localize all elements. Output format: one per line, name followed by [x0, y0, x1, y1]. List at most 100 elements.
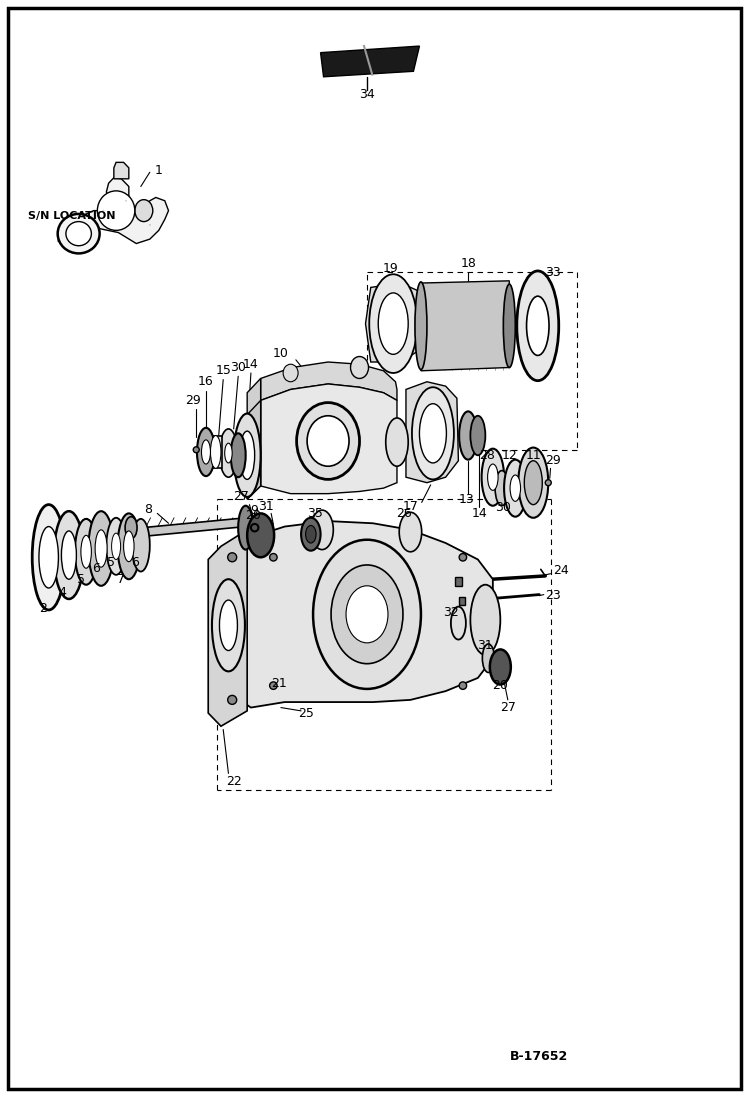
Ellipse shape [231, 433, 246, 477]
Ellipse shape [346, 586, 388, 643]
Ellipse shape [219, 429, 237, 477]
Polygon shape [58, 178, 169, 244]
Ellipse shape [470, 585, 500, 655]
Text: 30: 30 [495, 501, 512, 514]
Ellipse shape [75, 519, 97, 585]
Ellipse shape [482, 644, 494, 672]
Polygon shape [114, 162, 129, 179]
Ellipse shape [240, 431, 255, 479]
Ellipse shape [351, 357, 369, 378]
Ellipse shape [369, 274, 417, 373]
Text: 4: 4 [58, 586, 66, 599]
Text: 21: 21 [270, 677, 287, 690]
Text: 33: 33 [545, 265, 561, 279]
Ellipse shape [210, 436, 221, 468]
Text: 10: 10 [273, 347, 289, 360]
Text: 5: 5 [77, 573, 85, 586]
Text: 29: 29 [185, 394, 201, 407]
Circle shape [459, 554, 467, 561]
Ellipse shape [32, 505, 65, 610]
Ellipse shape [95, 530, 107, 567]
Ellipse shape [488, 464, 498, 490]
Polygon shape [421, 281, 509, 371]
Bar [209, 436, 222, 468]
Text: 27: 27 [233, 490, 249, 504]
Ellipse shape [482, 449, 504, 506]
Ellipse shape [459, 411, 477, 460]
Ellipse shape [197, 428, 215, 476]
Ellipse shape [490, 649, 511, 685]
Ellipse shape [219, 600, 237, 651]
Ellipse shape [313, 540, 421, 689]
Circle shape [270, 682, 277, 689]
Ellipse shape [124, 531, 134, 562]
Ellipse shape [399, 512, 422, 552]
Ellipse shape [54, 511, 84, 599]
Ellipse shape [412, 387, 454, 479]
Text: 23: 23 [545, 589, 561, 602]
Ellipse shape [495, 471, 509, 506]
Ellipse shape [112, 533, 121, 559]
Polygon shape [208, 530, 247, 726]
Text: 8: 8 [145, 502, 152, 516]
Text: 11: 11 [525, 449, 542, 462]
Ellipse shape [415, 282, 427, 370]
Polygon shape [261, 384, 397, 494]
Ellipse shape [504, 460, 527, 517]
Text: S/N LOCATION: S/N LOCATION [28, 211, 115, 222]
Polygon shape [238, 521, 493, 708]
Ellipse shape [201, 440, 210, 464]
Circle shape [459, 682, 467, 689]
Ellipse shape [378, 293, 408, 354]
Circle shape [228, 553, 237, 562]
Ellipse shape [118, 513, 140, 579]
Ellipse shape [503, 284, 515, 367]
Polygon shape [261, 362, 397, 400]
Text: 14: 14 [471, 507, 488, 520]
Text: 32: 32 [443, 606, 459, 619]
Text: 14: 14 [243, 358, 259, 371]
Ellipse shape [125, 517, 137, 539]
Circle shape [228, 695, 237, 704]
Ellipse shape [135, 200, 153, 222]
Text: 9: 9 [251, 504, 258, 517]
Polygon shape [247, 378, 261, 499]
Text: 34: 34 [359, 88, 375, 101]
Text: 16: 16 [198, 375, 214, 388]
Text: 30: 30 [230, 361, 246, 374]
Ellipse shape [61, 531, 76, 579]
Ellipse shape [234, 414, 261, 497]
Ellipse shape [39, 527, 58, 588]
Text: 24: 24 [553, 564, 568, 577]
Bar [459, 597, 465, 606]
Text: 25: 25 [297, 706, 314, 720]
Polygon shape [131, 518, 246, 538]
Ellipse shape [58, 214, 100, 253]
Text: 31: 31 [477, 638, 494, 652]
Ellipse shape [386, 418, 408, 466]
Text: 27: 27 [500, 701, 516, 714]
Text: 7: 7 [118, 573, 125, 586]
Text: 6: 6 [131, 556, 139, 569]
Ellipse shape [510, 475, 521, 501]
Text: 6: 6 [92, 562, 100, 575]
Circle shape [251, 524, 258, 531]
Ellipse shape [66, 222, 91, 246]
Ellipse shape [106, 518, 126, 575]
Ellipse shape [247, 513, 274, 557]
Text: 13: 13 [458, 493, 475, 506]
Ellipse shape [238, 506, 253, 550]
Ellipse shape [307, 416, 349, 466]
Text: 2: 2 [40, 602, 47, 615]
Ellipse shape [527, 296, 549, 355]
Text: 26: 26 [396, 507, 413, 520]
Ellipse shape [419, 404, 446, 463]
Ellipse shape [81, 535, 91, 568]
Text: 20: 20 [492, 679, 509, 692]
Ellipse shape [297, 403, 360, 479]
Ellipse shape [518, 448, 548, 518]
Text: 17: 17 [402, 500, 419, 513]
Circle shape [545, 479, 551, 486]
Text: 35: 35 [306, 507, 323, 520]
Text: 28: 28 [479, 449, 495, 462]
